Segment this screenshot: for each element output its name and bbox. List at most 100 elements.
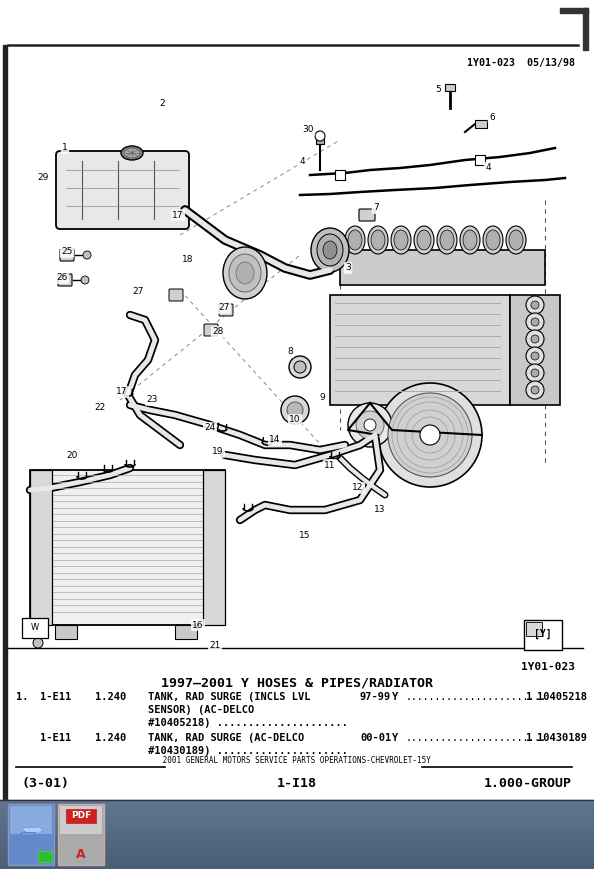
Bar: [0, 807, 594, 808]
Bar: [0, 855, 594, 856]
Bar: [0, 849, 594, 850]
Bar: [175, 625, 197, 639]
Bar: [0, 810, 594, 811]
Text: 23: 23: [146, 395, 157, 404]
Circle shape: [526, 381, 544, 399]
Bar: [58, 804, 104, 865]
Ellipse shape: [460, 226, 480, 254]
Text: 13: 13: [374, 506, 386, 514]
Bar: [0, 861, 594, 862]
Bar: [0, 805, 594, 806]
Bar: [0, 853, 594, 854]
Bar: [8, 804, 54, 865]
Text: 19: 19: [212, 448, 224, 456]
Ellipse shape: [414, 226, 434, 254]
Bar: [0, 845, 594, 846]
Bar: [316, 138, 324, 144]
Text: 12: 12: [352, 483, 364, 493]
Polygon shape: [330, 295, 510, 405]
Ellipse shape: [323, 241, 337, 259]
Text: #10430189) .....................: #10430189) .....................: [148, 746, 348, 756]
Ellipse shape: [391, 226, 411, 254]
Circle shape: [531, 335, 539, 343]
Bar: [0, 863, 594, 864]
Bar: [30, 470, 225, 625]
Text: PDF: PDF: [71, 812, 91, 820]
Bar: [0, 824, 594, 825]
Circle shape: [289, 356, 311, 378]
Text: [Y]: [Y]: [534, 629, 552, 639]
Bar: [0, 840, 594, 841]
Circle shape: [348, 403, 392, 447]
Bar: [0, 826, 594, 827]
Bar: [0, 836, 594, 837]
Text: TANK, RAD SURGE (AC-DELCO: TANK, RAD SURGE (AC-DELCO: [148, 733, 304, 743]
Circle shape: [83, 251, 91, 259]
Text: (3-01): (3-01): [22, 777, 70, 790]
Text: 1: 1: [526, 692, 532, 702]
Circle shape: [287, 402, 303, 418]
Text: 24: 24: [204, 423, 216, 433]
Bar: [0, 832, 594, 833]
Text: 18: 18: [182, 255, 194, 264]
Bar: [445, 84, 455, 91]
Text: TANK, RAD SURGE (INCLS LVL: TANK, RAD SURGE (INCLS LVL: [148, 692, 311, 702]
Text: 27: 27: [219, 303, 230, 313]
Bar: [583, 8, 588, 50]
Text: 1997–2001 Y HOSES & PIPES/RADIATOR: 1997–2001 Y HOSES & PIPES/RADIATOR: [161, 676, 433, 689]
Text: 28: 28: [212, 328, 224, 336]
Circle shape: [526, 347, 544, 365]
FancyBboxPatch shape: [359, 209, 375, 221]
Bar: [335, 170, 345, 180]
Text: 1.: 1.: [16, 692, 29, 702]
Text: 1: 1: [62, 143, 68, 152]
Text: 3: 3: [345, 263, 351, 273]
Circle shape: [526, 296, 544, 314]
Ellipse shape: [348, 230, 362, 250]
Text: 14: 14: [269, 435, 281, 445]
Bar: [0, 852, 594, 853]
Bar: [0, 808, 594, 809]
Text: 27: 27: [132, 288, 144, 296]
Bar: [475, 120, 487, 128]
Bar: [0, 860, 594, 861]
Text: 20: 20: [67, 450, 78, 460]
Text: Y: Y: [392, 733, 398, 743]
Bar: [0, 816, 594, 817]
Bar: [0, 856, 594, 857]
Bar: [0, 820, 594, 821]
Ellipse shape: [486, 230, 500, 250]
Text: 1.240: 1.240: [95, 692, 127, 702]
Bar: [0, 848, 594, 849]
Bar: [0, 815, 594, 816]
Ellipse shape: [483, 226, 503, 254]
Polygon shape: [340, 250, 545, 285]
Circle shape: [531, 301, 539, 309]
Bar: [0, 838, 594, 839]
Bar: [560, 8, 588, 13]
Bar: [0, 851, 594, 852]
Bar: [55, 625, 77, 639]
Bar: [0, 865, 594, 866]
Text: 1.000-GROUP: 1.000-GROUP: [484, 777, 572, 790]
Circle shape: [364, 419, 376, 431]
Circle shape: [281, 396, 309, 424]
Bar: [0, 803, 594, 804]
Bar: [0, 831, 594, 832]
Text: 2: 2: [159, 99, 165, 109]
Text: 1-E11: 1-E11: [40, 692, 71, 702]
Text: 1-I18: 1-I18: [277, 777, 317, 790]
Circle shape: [378, 383, 482, 487]
Text: 1.240: 1.240: [95, 733, 127, 743]
Bar: [0, 822, 594, 823]
Bar: [0, 823, 594, 824]
Bar: [0, 829, 594, 830]
Ellipse shape: [345, 226, 365, 254]
Bar: [0, 858, 594, 859]
Circle shape: [315, 131, 325, 141]
Bar: [0, 868, 594, 869]
Text: VV: VV: [30, 623, 40, 633]
Bar: [0, 850, 594, 851]
Bar: [0, 802, 594, 803]
Text: A: A: [76, 848, 86, 861]
